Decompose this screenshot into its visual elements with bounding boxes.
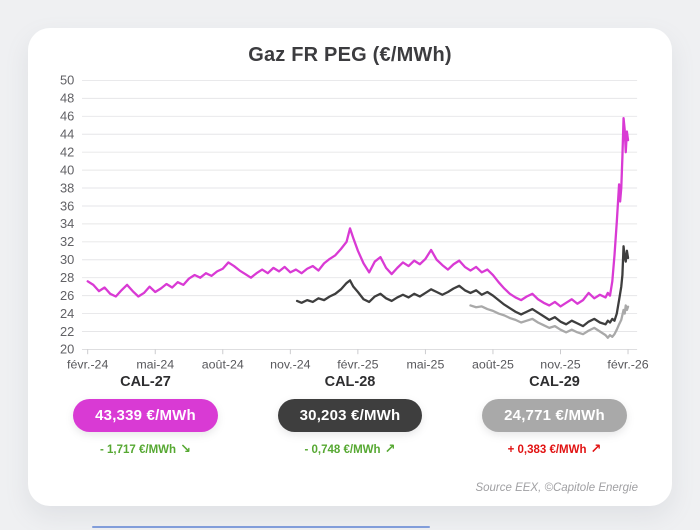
bottom-accent-line bbox=[92, 526, 430, 528]
svg-text:32: 32 bbox=[60, 234, 74, 249]
svg-text:24: 24 bbox=[60, 306, 74, 321]
svg-text:22: 22 bbox=[60, 324, 74, 339]
svg-text:42: 42 bbox=[60, 144, 74, 159]
svg-text:août-24: août-24 bbox=[202, 357, 244, 371]
svg-text:40: 40 bbox=[60, 162, 74, 177]
trend-up-icon: ↗ bbox=[384, 441, 396, 457]
svg-text:28: 28 bbox=[60, 270, 74, 285]
trend-down-icon: ↘ bbox=[180, 441, 191, 457]
change-value: - 0,748 €/MWh bbox=[304, 444, 381, 457]
svg-text:août-25: août-25 bbox=[472, 357, 514, 371]
price-line-chart: 20 22 24 26 28 30 32 34 36 38 40 42 44 46 48 50 févr.-24… bbox=[40, 69, 660, 372]
source-credit: Source EEX, ©Capitole Energie bbox=[475, 482, 638, 494]
series-label: CAL-28 bbox=[324, 374, 376, 391]
svg-text:févr.-26: févr.-26 bbox=[607, 357, 648, 371]
trend-up-icon: ↗ bbox=[590, 441, 602, 457]
price-badge: 30,203 €/MWh bbox=[277, 399, 423, 433]
svg-text:nov.-24: nov.-24 bbox=[270, 357, 310, 371]
svg-text:mai-24: mai-24 bbox=[136, 357, 174, 371]
price-badge: 43,339 €/MWh bbox=[73, 399, 218, 433]
chart-card: Gaz FR PEG (€/MWh) 20 22 24 26 28 30 32 34 36 38 4… bbox=[28, 28, 672, 506]
svg-text:38: 38 bbox=[60, 180, 74, 195]
legend-item-cal28: CAL-28 30,203 €/MWh - 0,748 €/MWh ↗ bbox=[253, 374, 448, 457]
change-indicator: + 0,383 €/MWh ↗ bbox=[457, 441, 652, 457]
svg-text:50: 50 bbox=[60, 73, 74, 88]
price-badge: 24,771 €/MWh bbox=[482, 399, 627, 433]
svg-text:févr.-25: févr.-25 bbox=[337, 357, 378, 371]
change-indicator: - 1,717 €/MWh ↘ bbox=[48, 441, 243, 457]
series-label: CAL-27 bbox=[120, 374, 171, 391]
chart-title: Gaz FR PEG (€/MWh) bbox=[248, 44, 452, 66]
svg-text:48: 48 bbox=[60, 91, 74, 106]
svg-text:26: 26 bbox=[60, 288, 74, 303]
legend-row: CAL-27 43,339 €/MWh - 1,717 €/MWh ↘ CAL-2… bbox=[28, 374, 672, 457]
change-indicator: - 0,748 €/MWh ↗ bbox=[253, 441, 448, 457]
change-value: - 1,717 €/MWh bbox=[100, 444, 177, 457]
svg-text:févr.-24: févr.-24 bbox=[67, 357, 108, 371]
series-label: CAL-29 bbox=[529, 374, 580, 391]
change-value: + 0,383 €/MWh bbox=[507, 444, 587, 457]
svg-text:34: 34 bbox=[60, 216, 74, 231]
legend-item-cal27: CAL-27 43,339 €/MWh - 1,717 €/MWh ↘ bbox=[48, 374, 243, 457]
legend-item-cal29: CAL-29 24,771 €/MWh + 0,383 €/MWh ↗ bbox=[457, 374, 652, 457]
svg-text:nov.-25: nov.-25 bbox=[540, 357, 580, 371]
chart-canvas: 20 22 24 26 28 30 32 34 36 38 40 42 44 46 48 50 févr.-24… bbox=[60, 73, 649, 372]
svg-text:20: 20 bbox=[60, 342, 74, 357]
svg-text:46: 46 bbox=[60, 109, 74, 124]
svg-text:36: 36 bbox=[60, 198, 74, 213]
svg-text:30: 30 bbox=[60, 252, 74, 267]
svg-text:44: 44 bbox=[60, 127, 74, 142]
svg-text:mai-25: mai-25 bbox=[406, 357, 444, 371]
